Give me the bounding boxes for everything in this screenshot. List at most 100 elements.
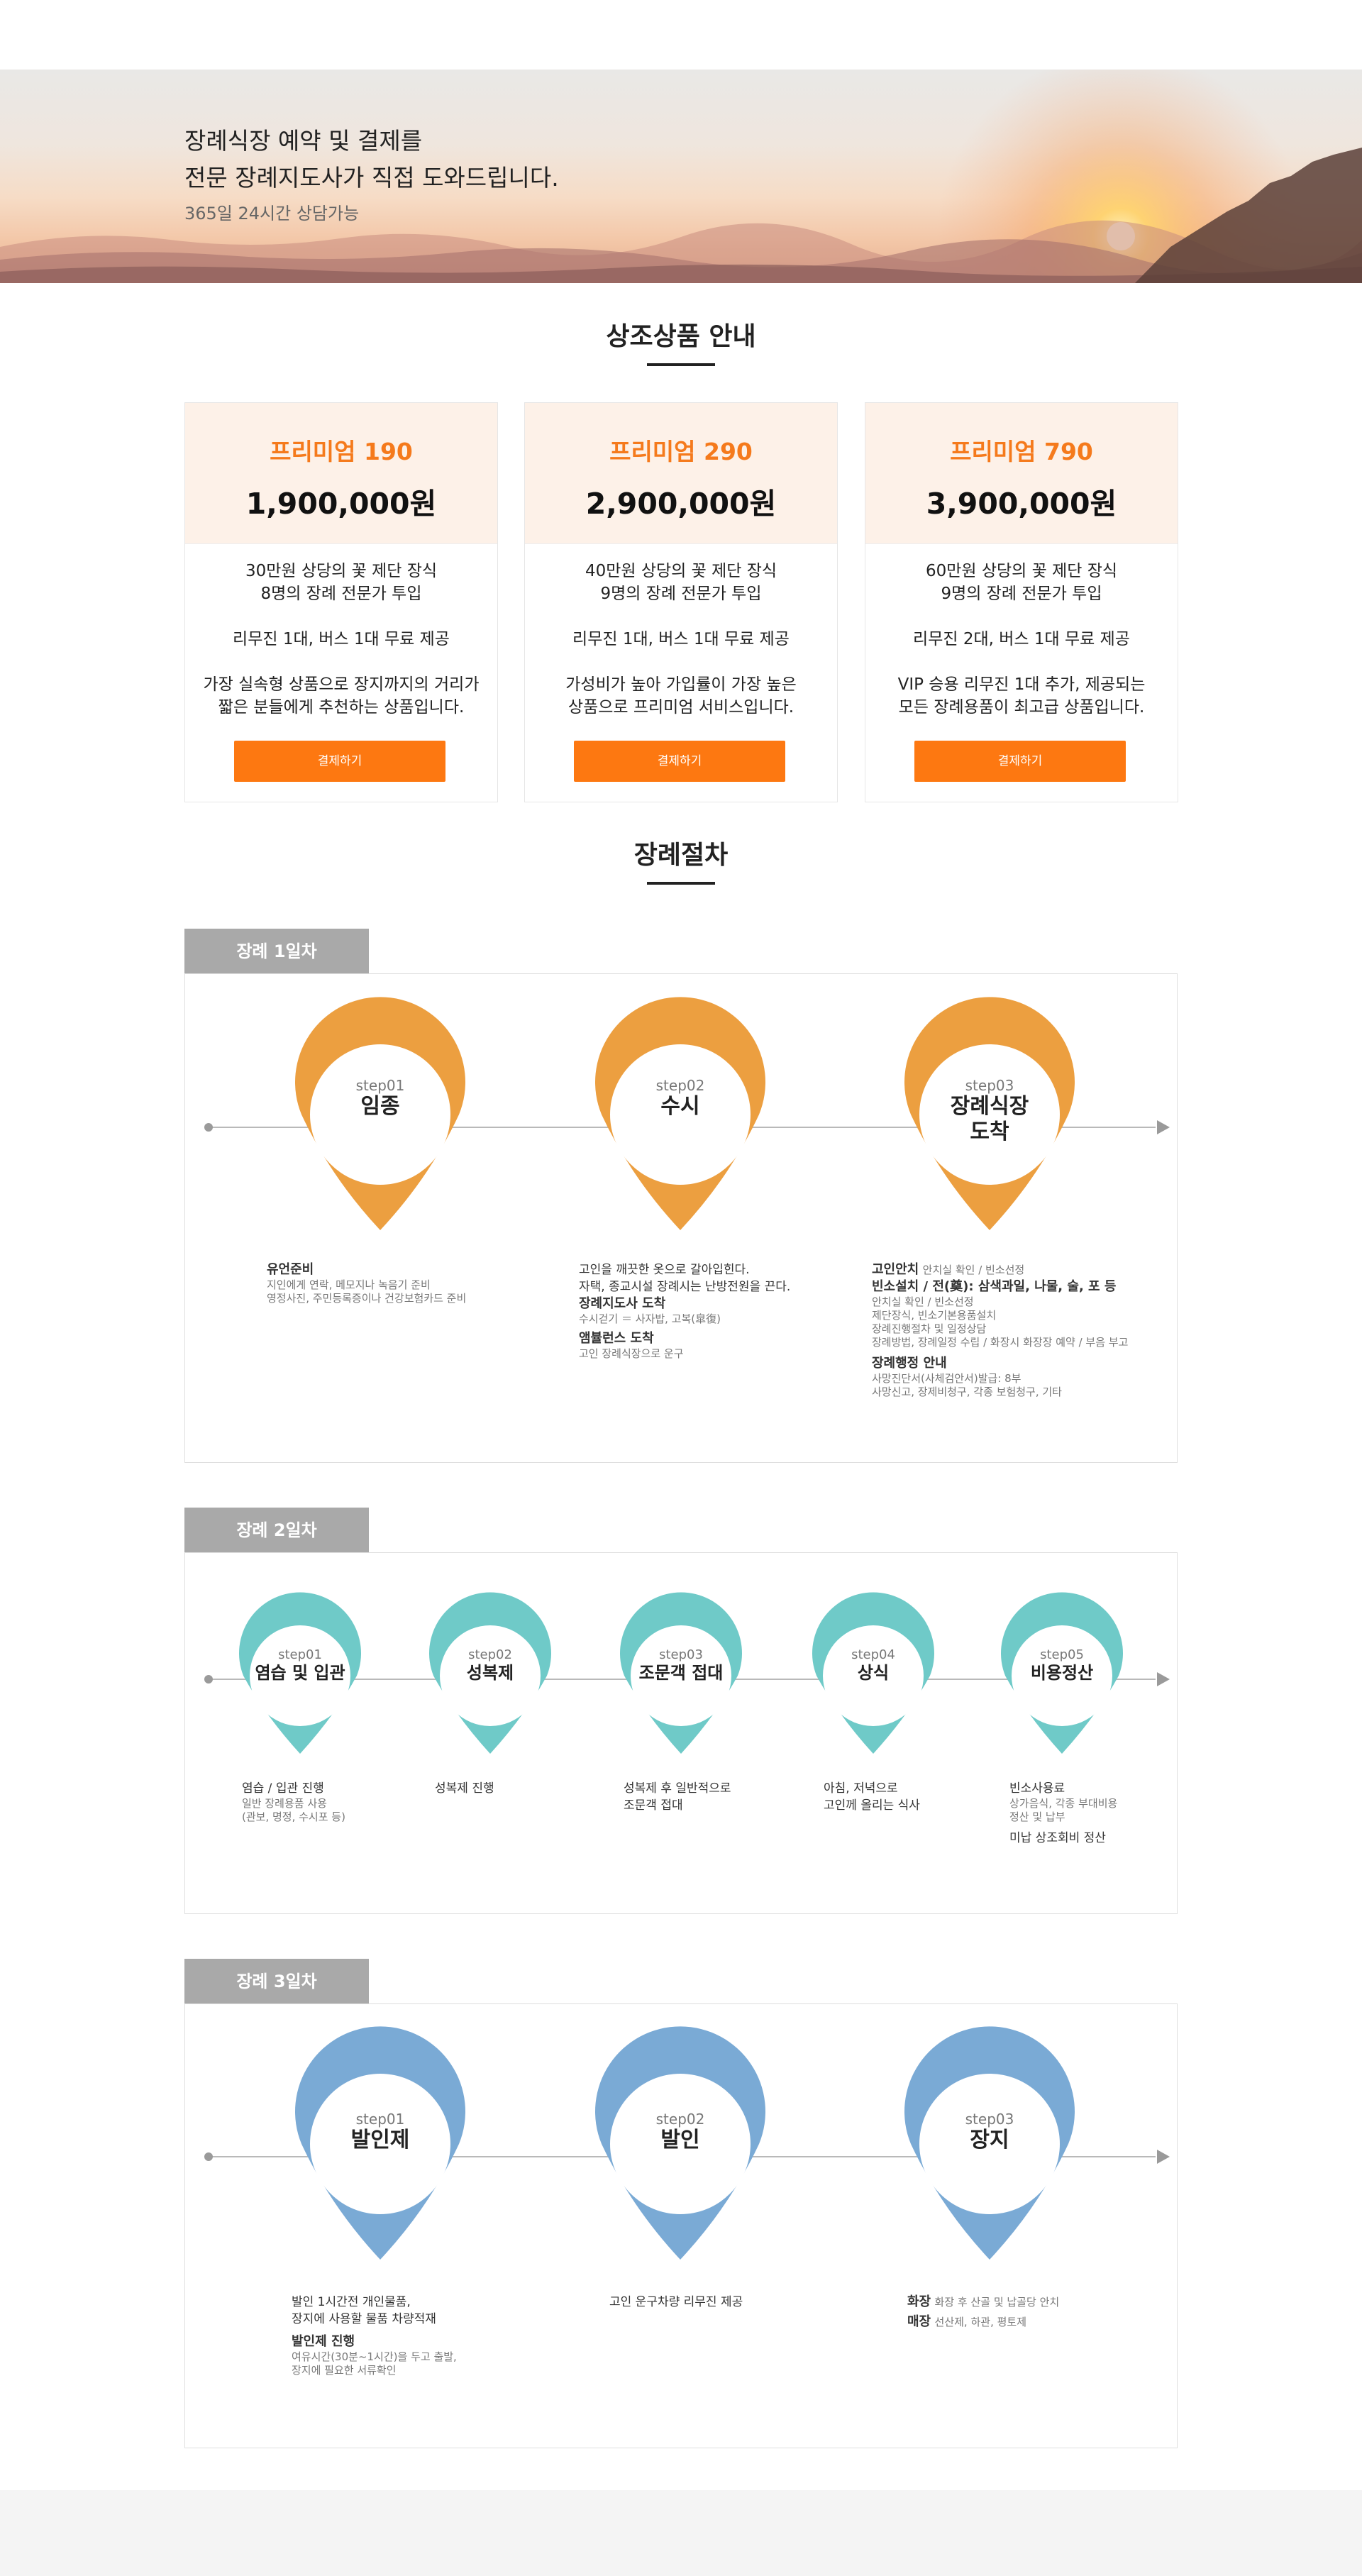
step-number: step03 [659, 1647, 703, 1662]
desc-text: 고인 운구차량 리무진 제공 [609, 2295, 743, 2309]
product-feature: 9명의 장례 전문가 투입 [941, 585, 1102, 603]
desc-detail: 사망진단서(사체검안서)발급: 8부 [872, 1372, 1022, 1385]
step-label: step01 임종 [309, 1077, 451, 1120]
step-name: 임종 [360, 1094, 400, 1119]
desc-text: 빈소사용료 [1009, 1781, 1065, 1796]
step-label: step01 염습 및 입관 [240, 1647, 360, 1684]
desc-heading: 발인제 진행 [292, 2334, 355, 2349]
product-card-header: 프리미엄 790 3,900,000원 [865, 403, 1178, 544]
step-number: step02 [655, 2111, 705, 2128]
product-description: 30만원 상당의 꽃 제단 장식 8명의 장례 전문가 투입 리무진 1대, 버… [185, 544, 497, 719]
step-description: 성복제 후 일반적으로 조문객 접대 [624, 1780, 780, 1814]
step-name: 장지 [970, 2128, 1009, 2152]
desc-detail: 선산제, 하관, 평토제 [934, 2316, 1027, 2328]
desc-heading: 고인안치 [872, 1262, 919, 1277]
desc-detail: 고인 장례식장으로 운구 [579, 1347, 684, 1360]
step-name: 염습 및 입관 [255, 1663, 345, 1683]
procedure-section-title: 장례절차 [633, 841, 729, 870]
desc-detail: 장례방법, 장례일정 수립 / 화장시 화장장 예약 / 부음 부고 [872, 1336, 1129, 1349]
pay-button[interactable]: 결제하기 [574, 741, 785, 782]
product-card-790: 프리미엄 790 3,900,000원 60만원 상당의 꽃 제단 장식 9명의… [865, 402, 1178, 802]
day3-tab: 장례 3일차 [184, 1959, 369, 2004]
step-description: 화장 화장 후 산골 및 납골당 안치 매장 선산제, 하관, 평토제 [907, 2294, 1163, 2331]
desc-text: 성복제 후 일반적으로 [624, 1781, 731, 1796]
desc-detail: 사망신고, 장제비청구, 각종 보험청구, 기타 [872, 1386, 1062, 1398]
desc-detail: 여유시간(30분~1시간)을 두고 출발, [292, 2350, 457, 2363]
day1-timeline [204, 997, 1170, 1230]
desc-text: 미납 상조회비 정산 [1009, 1831, 1106, 1845]
pay-button[interactable]: 결제하기 [234, 741, 445, 782]
day1-panel: step01 임종 step02 수시 step03 장례식장 도착 유언준비 … [184, 973, 1178, 1463]
product-card-header: 프리미엄 190 1,900,000원 [185, 403, 497, 544]
step-name: 조문객 접대 [638, 1663, 724, 1683]
desc-text: 아침, 저녁으로 [824, 1781, 898, 1796]
step-description: 발인 1시간전 개인물품, 장지에 사용할 물품 차량적재 발인제 진행 여유시… [292, 2294, 533, 2377]
pin-marker [620, 1592, 742, 1754]
desc-heading: 빈소설치 / 전(奠): 삼색과일, 나물, 술, 포 등 [872, 1279, 1117, 1294]
step-description: 아침, 저녁으로 고인께 올리는 식사 [824, 1780, 980, 1814]
product-recommendation: VIP 승용 리무진 1대 추가, 제공되는 [897, 675, 1146, 694]
step-number: step03 [965, 1077, 1014, 1094]
title-underline [647, 363, 715, 366]
step-name: 성복제 [466, 1663, 514, 1683]
hero-banner: 장례식장 예약 및 결제를 전문 장례지도사가 직접 도와드립니다. 365일 … [0, 70, 1362, 283]
product-feature: 60만원 상당의 꽃 제단 장식 [925, 562, 1118, 580]
desc-heading: 장례행정 안내 [872, 1356, 947, 1371]
step-label: step03 장지 [919, 2111, 1061, 2153]
step-description: 유언준비 지인에게 연락, 메모지나 녹음기 준비 영정사진, 주민등록증이나 … [267, 1261, 508, 1305]
step-description: 빈소사용료 상가음식, 각종 부대비용 정산 및 납부 미납 상조회비 정산 [1009, 1780, 1166, 1847]
step-label: step01 발인제 [309, 2111, 451, 2153]
step-number: step02 [655, 1077, 705, 1094]
day1-tab: 장례 1일차 [184, 929, 369, 974]
desc-detail: 상가음식, 각종 부대비용 [1009, 1797, 1118, 1810]
desc-heading: 매장 [907, 2314, 931, 2329]
step-description: 성복제 진행 [435, 1780, 577, 1797]
product-recommendation: 가장 실속형 상품으로 장지까지의 거리가 [203, 675, 480, 694]
day2-timeline [204, 1592, 1170, 1754]
step-number: step01 [278, 1647, 322, 1662]
step-description: 고인 운구차량 리무진 제공 [609, 2294, 836, 2311]
product-price: 3,900,000원 [926, 487, 1117, 521]
step-description: 염습 / 입관 진행 일반 장례용품 사용 (관보, 명정, 수시포 등) [242, 1780, 398, 1824]
step-number: step03 [965, 2111, 1014, 2128]
product-card-290: 프리미엄 290 2,900,000원 40만원 상당의 꽃 제단 장식 9명의… [524, 402, 838, 802]
product-card-190: 프리미엄 190 1,900,000원 30만원 상당의 꽃 제단 장식 8명의… [184, 402, 498, 802]
desc-text: 발인 1시간전 개인물품, [292, 2295, 411, 2309]
desc-detail: 지인에게 연락, 메모지나 녹음기 준비 [267, 1278, 431, 1291]
step-label: step04 상식 [813, 1647, 934, 1684]
product-feature: 30만원 상당의 꽃 제단 장식 [245, 562, 438, 580]
product-feature: 리무진 1대, 버스 1대 무료 제공 [572, 630, 790, 648]
desc-heading: 유언준비 [267, 1262, 314, 1277]
step-label: step02 발인 [609, 2111, 751, 2153]
pay-button[interactable]: 결제하기 [914, 741, 1126, 782]
step-name: 장례식장 [950, 1094, 1029, 1119]
step-label: step02 성복제 [430, 1647, 550, 1684]
desc-text: 염습 / 입관 진행 [242, 1781, 324, 1796]
timeline-start-dot [204, 2152, 213, 2161]
pin-marker [295, 2026, 465, 2260]
step-number: step02 [468, 1647, 512, 1662]
product-recommendation: 가성비가 높아 가입률이 가장 높은 [565, 675, 797, 694]
desc-text: 고인께 올리는 식사 [824, 1798, 920, 1813]
day2-panel: step01 염습 및 입관 step02 성복제 step03 조문객 접대 … [184, 1552, 1178, 1914]
step-number: step01 [355, 2111, 405, 2128]
product-feature: 리무진 2대, 버스 1대 무료 제공 [913, 630, 1130, 648]
product-feature: 8명의 장례 전문가 투입 [260, 585, 422, 603]
product-price: 1,900,000원 [245, 487, 437, 521]
pin-marker [239, 1592, 361, 1754]
step-name: 발인제 [350, 2128, 410, 2152]
product-name: 프리미엄 290 [609, 438, 753, 465]
desc-detail: (관보, 명정, 수시포 등) [242, 1811, 345, 1823]
desc-text: 조문객 접대 [624, 1798, 683, 1813]
hero-subtext: 365일 24시간 상담가능 [184, 204, 360, 223]
day2-tab: 장례 2일차 [184, 1508, 369, 1553]
product-recommendation: 짧은 분들에게 추천하는 상품입니다. [218, 698, 465, 717]
desc-detail: 장지에 필요한 서류확인 [292, 2364, 397, 2377]
step-number: step01 [355, 1077, 405, 1094]
product-feature: 40만원 상당의 꽃 제단 장식 [585, 562, 777, 580]
step-label: step03 조문객 접대 [621, 1647, 741, 1684]
desc-heading: 장례지도사 도착 [579, 1296, 666, 1311]
day3-panel: step01 발인제 step02 발인 step03 장지 발인 1시간전 개… [184, 2003, 1178, 2448]
hero-headline-1: 장례식장 예약 및 결제를 [184, 127, 423, 155]
pin-marker [295, 997, 465, 1230]
